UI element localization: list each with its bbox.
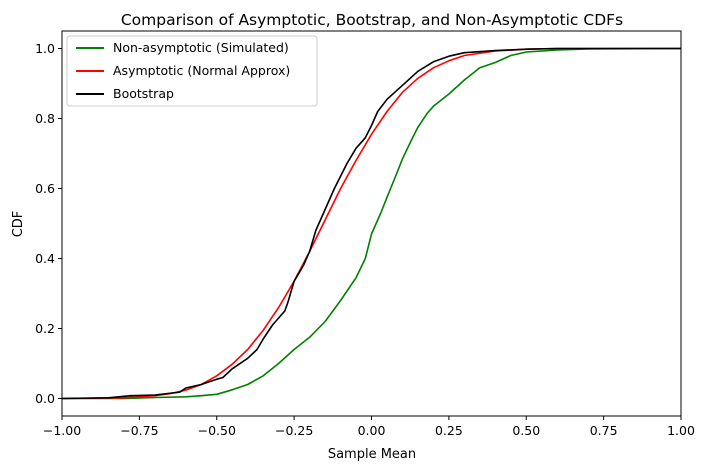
series-layer xyxy=(61,47,682,400)
y-tick-label: 0.8 xyxy=(35,111,55,126)
x-tick-label: 0.75 xyxy=(590,423,618,438)
y-tick-label: 0.6 xyxy=(35,181,55,196)
x-tick-label: −0.25 xyxy=(275,423,313,438)
x-tick-label: −0.75 xyxy=(120,423,158,438)
legend: Non-asymptotic (Simulated) Asymptotic (N… xyxy=(66,35,318,107)
x-tick-label: 0.00 xyxy=(358,423,386,438)
chart-title: Comparison of Asymptotic, Bootstrap, and… xyxy=(121,11,623,29)
y-axis: 0.0 0.2 0.4 0.6 0.8 1.0 xyxy=(35,41,62,406)
y-tick-label: 0.2 xyxy=(35,321,55,336)
legend-label-non-asymptotic: Non-asymptotic (Simulated) xyxy=(113,40,289,55)
legend-label-asymptotic: Asymptotic (Normal Approx) xyxy=(113,63,290,78)
x-axis: −1.00 −0.75 −0.50 −0.25 0.00 0.25 0.50 0.75 1.00 xyxy=(43,416,695,438)
x-tick-label: −0.50 xyxy=(198,423,236,438)
y-tick-label: 0.0 xyxy=(35,391,55,406)
x-tick-label: 1.00 xyxy=(667,423,695,438)
x-tick-label: 0.50 xyxy=(512,423,540,438)
non-asymptotic-line xyxy=(62,47,682,400)
x-tick-label: 0.25 xyxy=(435,423,463,438)
y-tick-label: 0.4 xyxy=(35,251,55,266)
bootstrap-line xyxy=(61,47,681,400)
y-axis-label: CDF xyxy=(11,211,26,238)
y-tick-label: 1.0 xyxy=(35,41,55,56)
x-tick-label: −1.00 xyxy=(43,423,81,438)
legend-label-bootstrap: Bootstrap xyxy=(113,86,174,101)
asymptotic-line xyxy=(61,47,681,400)
x-axis-label: Sample Mean xyxy=(328,447,416,462)
legend-frame xyxy=(66,35,318,107)
